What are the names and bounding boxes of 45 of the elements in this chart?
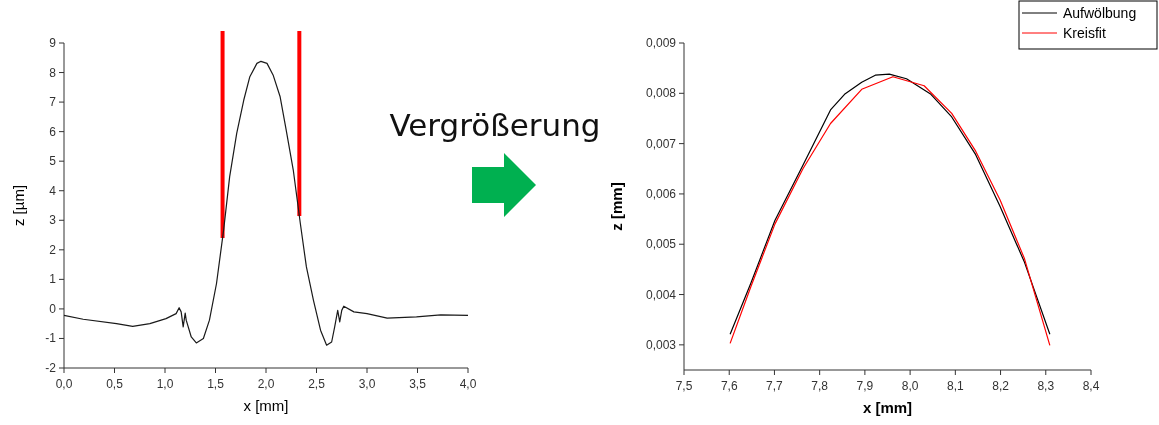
y-axis-title: z [µm]: [10, 184, 27, 227]
x-tick-label: 8,4: [1082, 379, 1100, 393]
x-tick-label: 3,5: [409, 377, 427, 391]
y-tick-label: 0,004: [645, 287, 677, 302]
y-tick-label: 0,005: [645, 237, 677, 252]
y-tick-label: 9: [49, 36, 57, 50]
x-tick-label: 4,0: [459, 377, 477, 391]
legend-label: Kreisfit: [1063, 25, 1106, 41]
x-tick-label: 2,5: [308, 377, 326, 391]
x-tick-label: 8,2: [992, 379, 1010, 393]
x-tick-label: 2,0: [257, 377, 275, 391]
x-tick-label: 8,0: [901, 379, 919, 393]
y-tick-label: 0,007: [645, 136, 677, 151]
x-tick-label: 7,8: [811, 379, 829, 393]
x-tick-label: 0,5: [106, 377, 124, 391]
x-tick-label: 7,9: [856, 379, 874, 393]
x-tick-label: 0,0: [55, 377, 73, 391]
y-tick-label: 0: [49, 301, 57, 316]
y-axis-title: z [mm]: [608, 182, 625, 231]
x-tick-label: 8,3: [1037, 379, 1055, 393]
y-tick-label: 6: [49, 124, 57, 139]
y-tick-label: 3: [49, 213, 57, 228]
x-axis-title: x [mm]: [862, 399, 913, 416]
x-tick-label: 1,5: [207, 377, 225, 391]
y-tick-label: 8: [49, 65, 57, 80]
y-tick-label: -1: [45, 331, 57, 346]
y-tick-label: 0,006: [645, 186, 677, 201]
x-tick-label: 8,1: [946, 379, 964, 393]
y-tick-label: 0,008: [645, 86, 677, 101]
y-tick-label: 7: [49, 95, 57, 110]
x-tick-label: 3,0: [358, 377, 376, 391]
y-tick-label: 2: [49, 242, 57, 257]
y-tick-label: 0,003: [645, 337, 677, 352]
x-axis-title: x [mm]: [243, 397, 289, 414]
y-tick-label: 1: [49, 272, 57, 287]
y-tick-label: -2: [45, 361, 57, 375]
annotation: Vergrößerung: [389, 107, 601, 143]
y-tick-label: 5: [49, 154, 57, 169]
legend-label: Aufwölbung: [1063, 5, 1137, 21]
x-tick-label: 1,0: [156, 377, 174, 391]
y-tick-label: 0,009: [645, 36, 677, 50]
y-tick-label: 4: [49, 183, 57, 198]
x-tick-label: 7,5: [675, 379, 693, 393]
x-tick-label: 7,7: [766, 379, 784, 393]
x-tick-label: 7,6: [720, 379, 738, 393]
